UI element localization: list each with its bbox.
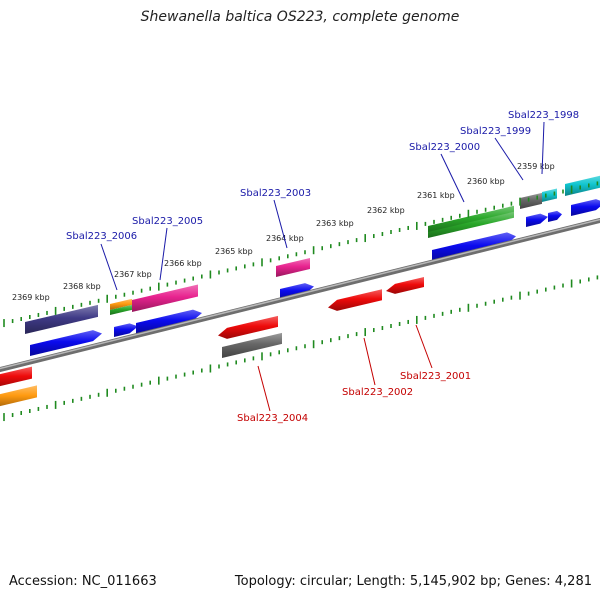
scale-label: 2365 kbp	[215, 247, 253, 256]
genome-backbone	[0, 217, 600, 373]
gene-label-forward: Sbal223_2006	[66, 231, 137, 242]
gene-label-forward: Sbal223_2003	[240, 188, 311, 199]
scale-label: 2367 kbp	[114, 270, 152, 279]
accession-text: Accession: NC_011663	[9, 574, 157, 589]
scale-label: 2369 kbp	[12, 293, 50, 302]
gene-leader-line	[440, 153, 465, 203]
scale-ticks-layer	[3, 181, 599, 422]
feature-cyan-2359	[542, 188, 557, 202]
figure-title: Shewanella baltica OS223, complete genom…	[140, 9, 460, 25]
gene-leader-line	[159, 227, 168, 281]
backbone-highlight	[0, 218, 600, 370]
feature-gray-2004	[222, 332, 282, 358]
gene-label-forward: Sbal223_1998	[508, 110, 579, 121]
feature-green-2367	[110, 304, 132, 315]
gene-label-forward: Sbal223_2000	[409, 142, 480, 153]
scale-label: 2368 kbp	[63, 282, 101, 291]
feature-navy-2369	[25, 304, 98, 334]
gene-callouts-layer: Sbal223_2006 Sbal223_2005 Sbal223_2003 Sbal…	[66, 110, 579, 424]
backbone-line	[0, 217, 600, 373]
feature-gray-2359	[520, 192, 542, 209]
gene-features-layer	[0, 175, 600, 407]
gene-label-reverse: Sbal223_2002	[342, 387, 413, 398]
scale-label: 2362 kbp	[367, 206, 405, 215]
scale-label: 2360 kbp	[467, 177, 505, 186]
feature-green-2361a	[428, 205, 514, 233]
feature-blue-arrow-2367	[114, 323, 138, 337]
scale-label: 2361 kbp	[417, 191, 455, 200]
feature-red-2001	[386, 277, 424, 294]
gene-label-reverse: Sbal223_2001	[400, 371, 471, 382]
feature-blue-arrow-2366	[136, 309, 202, 334]
feature-blue-arrow-2359	[526, 213, 548, 227]
gene-label-forward: Sbal223_2005	[132, 216, 203, 227]
scale-label: 2359 kbp	[517, 162, 555, 171]
feature-cyan-2358	[565, 175, 600, 196]
genome-summary-text: Topology: circular; Length: 5,145,902 bp…	[234, 574, 592, 589]
feature-blue-arrow-2358	[571, 199, 600, 216]
feature-orange-edge	[0, 385, 37, 407]
gene-leader-line	[415, 324, 433, 369]
scale-label: 2363 kbp	[316, 219, 354, 228]
feature-magenta-2366	[132, 284, 198, 312]
feature-red-2004	[218, 315, 278, 339]
feature-blue-arrow-2359b	[548, 210, 562, 222]
feature-orange-2367	[110, 298, 132, 310]
feature-blue-arrow-2369	[30, 330, 102, 356]
feature-red-2002	[328, 289, 382, 311]
feature-green-2361b	[428, 211, 514, 238]
scale-label: 2366 kbp	[164, 259, 202, 268]
feature-magenta-2364	[276, 257, 310, 277]
gene-leader-line	[100, 243, 118, 291]
gene-leader-line	[273, 199, 288, 249]
gene-label-forward: Sbal223_1999	[460, 126, 531, 137]
gene-leader-line	[257, 365, 271, 412]
gene-leader-line	[541, 121, 545, 175]
gene-label-reverse: Sbal223_2004	[237, 413, 308, 424]
feature-red-edge	[0, 366, 32, 387]
gene-leader-line	[363, 337, 376, 386]
gene-leader-line	[494, 137, 524, 181]
